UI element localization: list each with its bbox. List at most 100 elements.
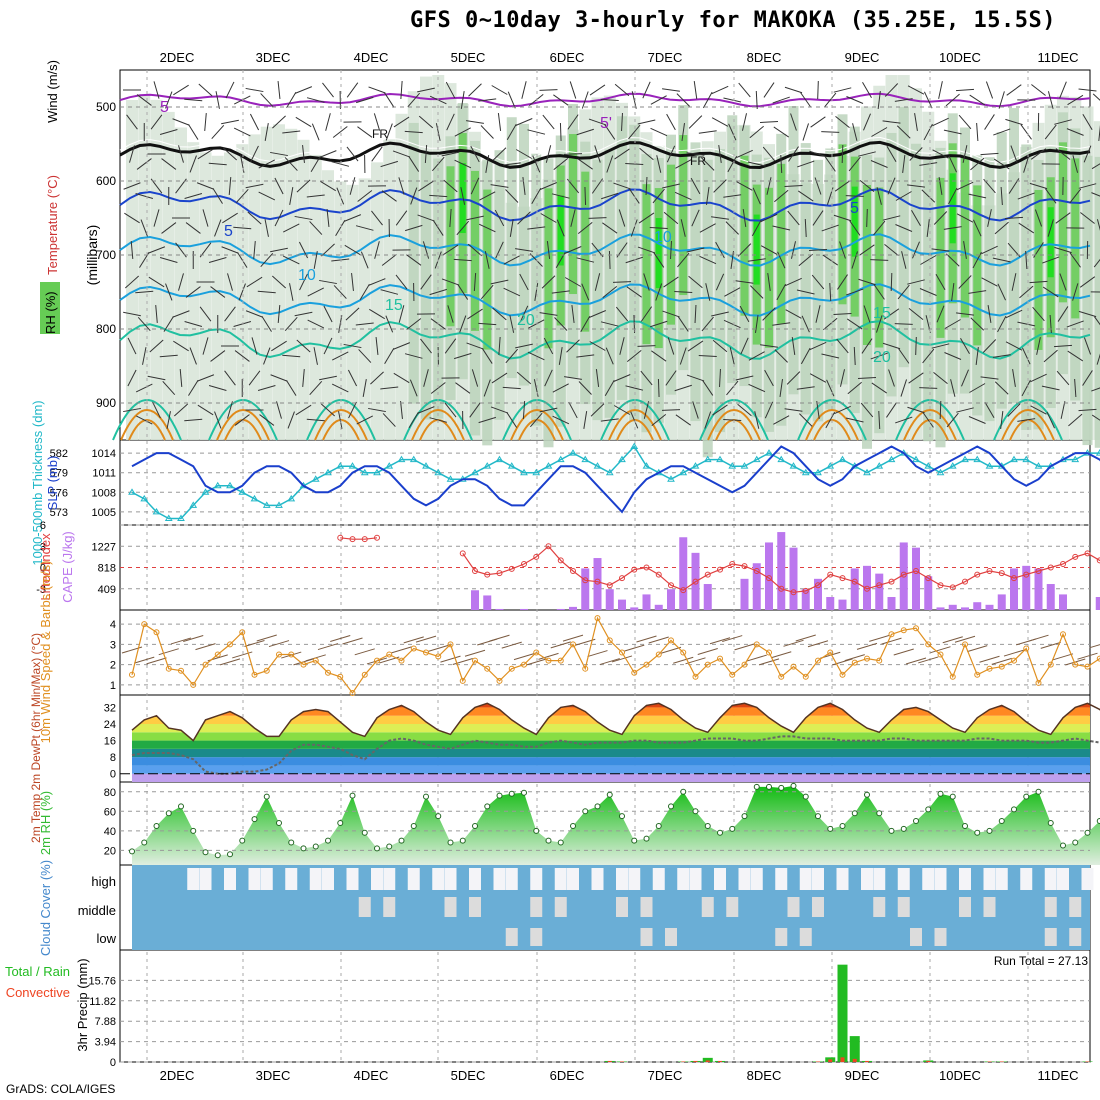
wind-barb [528, 93, 544, 107]
wind-barb [688, 275, 703, 289]
wind-barb [453, 352, 472, 360]
wind-barb [680, 219, 686, 237]
wind-barb [976, 122, 979, 142]
wind-barb [274, 177, 284, 195]
wind-barb [542, 114, 555, 130]
wind10-point [312, 657, 319, 664]
wind-barb [755, 90, 758, 110]
wind-barb [595, 369, 600, 387]
isotherm-5 [119, 188, 1091, 222]
wind-barb [406, 254, 422, 266]
wind-barb [740, 337, 749, 355]
wind-barb [237, 252, 248, 268]
wind10-point [766, 649, 772, 656]
wind-barb [509, 315, 515, 333]
wind-barb [919, 387, 938, 389]
wind-barb [578, 381, 592, 395]
wind-barb [643, 273, 650, 291]
wind-barb [478, 416, 497, 424]
rh2m-point [925, 806, 932, 813]
wind-barb [992, 354, 1011, 358]
wind-barb [779, 379, 783, 397]
wind-barb [1030, 373, 1047, 383]
rh-band-light [260, 126, 273, 440]
wind-barb [270, 247, 288, 253]
wind-barb [653, 252, 665, 268]
wind-barb [943, 129, 962, 135]
wind-barb [594, 273, 601, 291]
wind-barb [764, 369, 774, 387]
wind-barb [1060, 401, 1066, 419]
wind-barb [494, 209, 505, 227]
cloud-high-block [738, 868, 751, 890]
wind-barb [556, 219, 565, 237]
wind-barb [851, 251, 859, 269]
wind-barb [246, 276, 263, 288]
wind-barb [931, 343, 950, 349]
wind-barb [272, 115, 286, 129]
chart-title: GFS 0~10day 3-hourly for MAKOKA (35.25E,… [410, 8, 1057, 33]
top-date-label: 10DEC [939, 50, 981, 65]
wind-barb [702, 91, 713, 109]
wind-barb [349, 177, 356, 195]
wind-barb [208, 162, 227, 166]
wind-barb [1020, 124, 1032, 140]
wind-barb [188, 380, 199, 396]
wind-barb [163, 316, 174, 332]
wind-barb [968, 416, 986, 424]
wind-barb [528, 319, 545, 329]
wind-barb [1067, 350, 1084, 362]
rh2m-point [876, 810, 883, 817]
wind-barb [343, 343, 362, 349]
wind-barb [809, 150, 827, 158]
cape-bar [838, 599, 847, 610]
cloud-high-block [750, 868, 763, 890]
rh2m-point [484, 803, 491, 810]
wind-barb [894, 98, 913, 102]
thickness-point [887, 455, 896, 463]
wind-barb [847, 318, 863, 330]
rh2m-point [374, 845, 380, 852]
contour-label: 15 [873, 305, 891, 322]
wind-barb [393, 116, 410, 128]
wind-barb [895, 191, 912, 201]
wind-barb [1042, 286, 1059, 298]
rh-band-light [334, 181, 347, 440]
wind10-barb [869, 634, 890, 642]
wind-barb [1042, 256, 1060, 264]
bottom-date-label: 10DEC [939, 1068, 981, 1083]
wind-barb [1043, 349, 1058, 363]
wind-barb [1069, 188, 1082, 204]
wind-barb [870, 160, 888, 168]
slp-tick-label: 1014 [92, 448, 116, 460]
wind10-point [300, 661, 307, 668]
wind-barb [677, 316, 689, 332]
wind-barb [945, 93, 960, 107]
wind-barb [199, 306, 212, 322]
wind-barb [900, 379, 908, 397]
wind10-point [619, 649, 625, 656]
wind-barb [302, 368, 305, 388]
wind10-barb [146, 657, 167, 665]
cloud-high-block [897, 868, 910, 890]
wind-barb [184, 193, 203, 199]
wind-barb [862, 81, 872, 99]
wind-barb [639, 147, 654, 161]
rh2m-point [619, 813, 625, 820]
rh-band-light [297, 139, 310, 440]
wind-barb [311, 123, 320, 141]
wind-barb [760, 245, 778, 255]
wind-barb [997, 315, 1007, 333]
wind-barb [260, 93, 274, 107]
wind-barb [358, 349, 372, 363]
wind-barb [742, 209, 747, 227]
wind-barb [161, 222, 177, 234]
wind-barb [545, 145, 552, 163]
wind-barb [338, 411, 343, 429]
wind-barb [935, 273, 946, 291]
wind-barb [730, 251, 734, 269]
wind-barb [901, 251, 907, 269]
wind-barb [625, 163, 644, 165]
wind-barb [787, 210, 800, 226]
lifted-point [876, 582, 883, 589]
